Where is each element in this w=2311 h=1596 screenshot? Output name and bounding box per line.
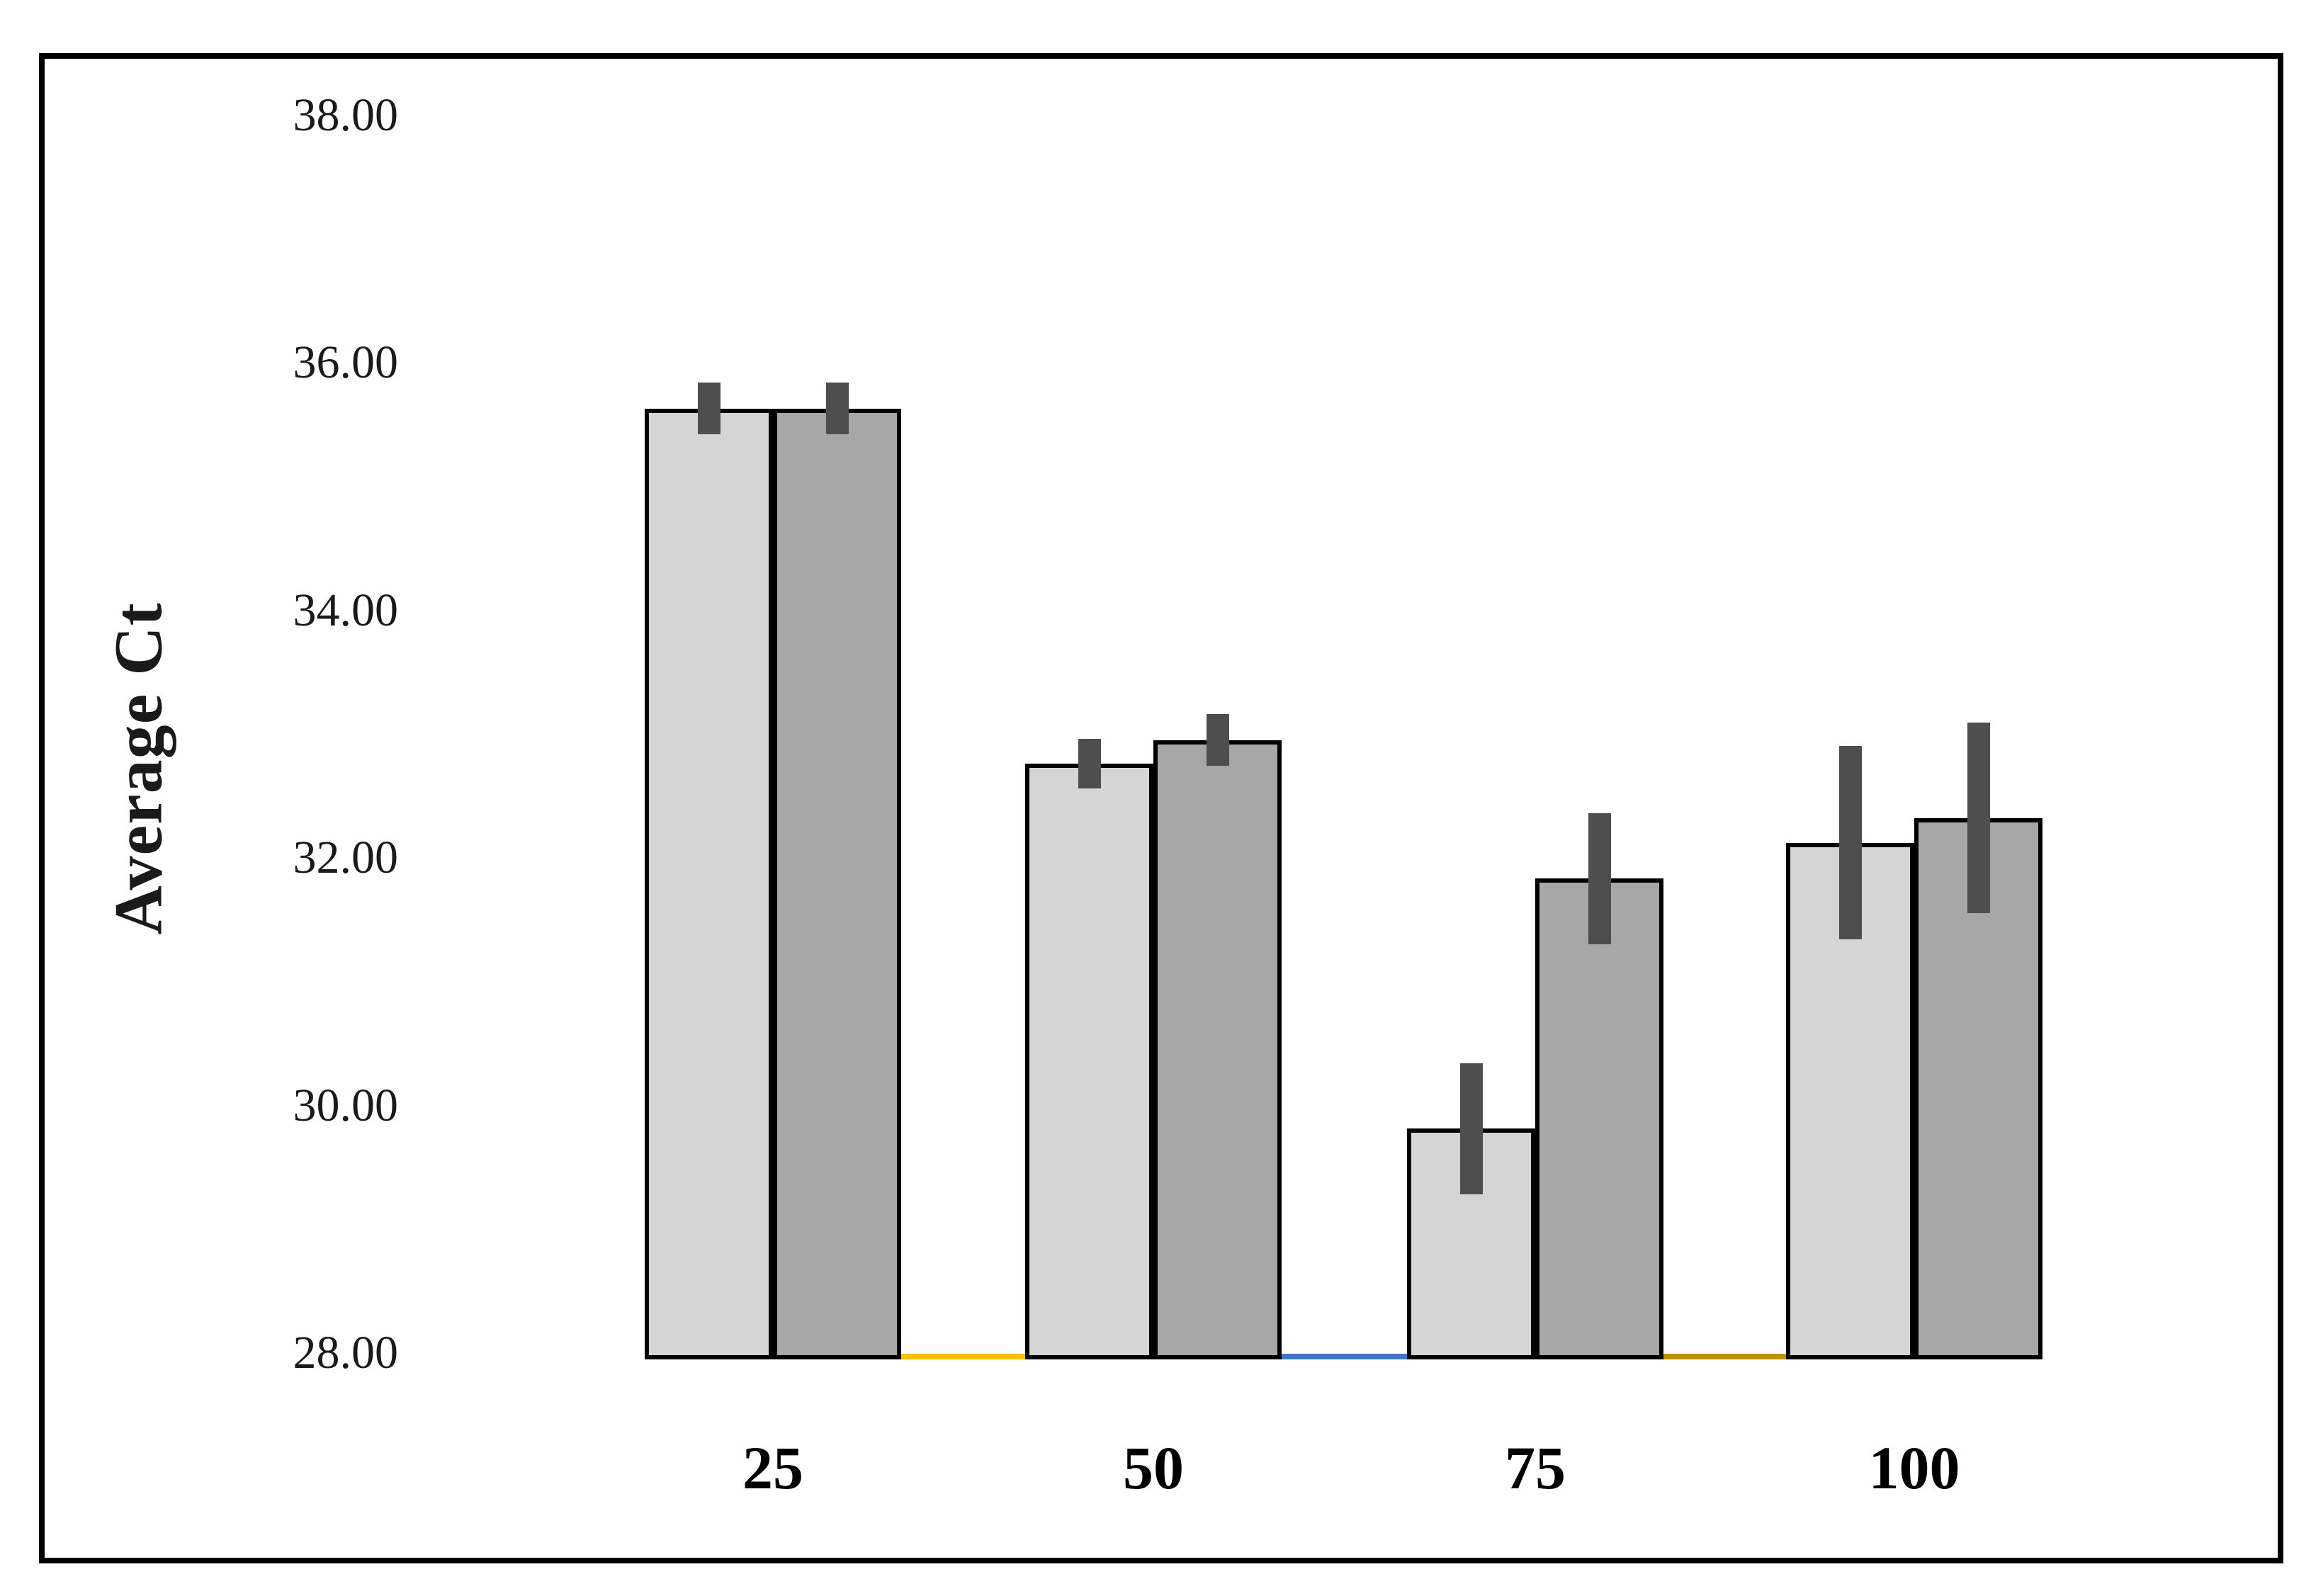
y-axis-title: Average Ct — [100, 602, 176, 935]
error-bar-light-gray-series-cat-25 — [697, 382, 721, 435]
x-category-label-50: 50 — [1123, 1434, 1184, 1502]
y-tick-label-30.00: 30.00 — [293, 1079, 399, 1131]
y-tick-label-38.00: 38.00 — [293, 89, 399, 141]
bar-light-gray-series-cat-50 — [1025, 763, 1153, 1359]
bar-dark-gray-series-cat-50 — [1153, 740, 1282, 1359]
y-tick-label-32.00: 32.00 — [293, 832, 399, 884]
error-bar-dark-gray-series-cat-50 — [1206, 714, 1229, 766]
error-bar-dark-gray-series-cat-100 — [1967, 723, 1990, 914]
error-bar-light-gray-series-cat-100 — [1838, 746, 1862, 939]
bar-light-gray-series-cat-25 — [645, 408, 773, 1359]
error-bar-dark-gray-series-cat-75 — [1588, 813, 1611, 944]
x-category-label-25: 25 — [742, 1434, 803, 1502]
baseline-segment-75-100 — [1663, 1354, 1786, 1359]
y-tick-label-28.00: 28.00 — [293, 1326, 399, 1379]
error-bar-dark-gray-series-cat-25 — [825, 382, 849, 435]
y-tick-label-34.00: 34.00 — [293, 584, 399, 636]
y-tick-label-36.00: 36.00 — [293, 336, 399, 389]
baseline-segment-25-50 — [901, 1354, 1025, 1359]
error-bar-light-gray-series-cat-50 — [1078, 738, 1101, 788]
x-category-label-100: 100 — [1868, 1434, 1960, 1502]
error-bar-light-gray-series-cat-75 — [1459, 1063, 1483, 1194]
bar-dark-gray-series-cat-25 — [773, 408, 901, 1359]
bar-light-gray-series-cat-100 — [1786, 842, 1914, 1359]
baseline-segment-50-75 — [1282, 1354, 1407, 1359]
x-category-label-75: 75 — [1505, 1434, 1566, 1502]
bar-dark-gray-series-cat-75 — [1535, 878, 1663, 1359]
